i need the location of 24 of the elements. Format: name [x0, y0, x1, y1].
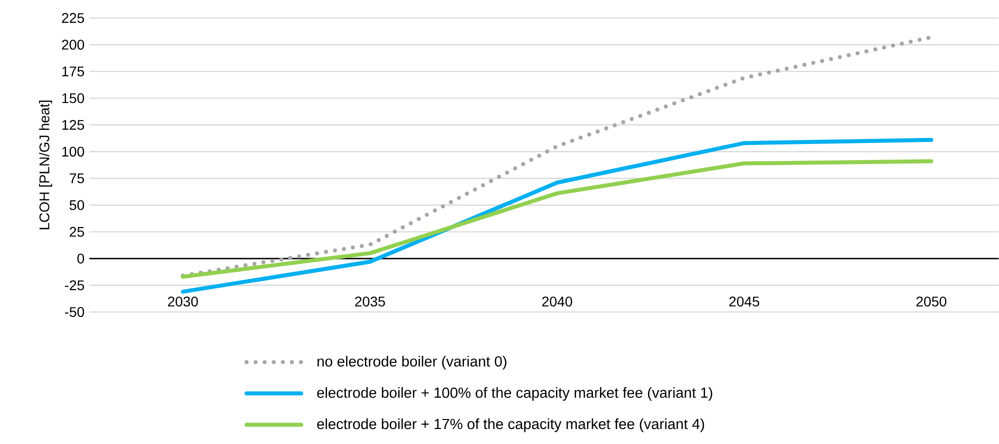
x-tick-label: 2045 [729, 296, 760, 307]
y-tick-label: 0 [77, 254, 84, 264]
y-tick-label: 150 [62, 93, 84, 104]
y-tick-label: 125 [62, 120, 84, 130]
line-series [180, 35, 934, 278]
y-tick-label: 175 [62, 66, 84, 76]
x-tick-label: 2035 [355, 296, 385, 307]
y-axis-title: LCOH [PLN/GJ heat] [39, 100, 52, 230]
line-series [180, 159, 934, 279]
x-tick-label: 2030 [168, 296, 198, 307]
y-tick-label: -50 [65, 307, 84, 317]
legend-label: electrode boiler + 17% of the capacity market fee (variant 4) [317, 418, 704, 432]
legend-label: no electrode boiler (variant 0) [318, 356, 506, 370]
y-tick-label: 75 [70, 173, 84, 184]
y-tick-label: -25 [65, 280, 84, 290]
x-tick-label: 2040 [542, 296, 572, 307]
x-tick-label: 2050 [916, 296, 946, 307]
line-series [180, 138, 934, 294]
legend-label: electrode boiler + 100% of the capacity market fee (variant 1) [317, 387, 712, 401]
y-tick-label: 25 [70, 226, 84, 237]
y-tick-label: 200 [62, 40, 84, 50]
y-tick-label: 50 [70, 200, 84, 210]
y-tick-label: 225 [62, 13, 84, 23]
y-tick-label: 100 [62, 146, 84, 157]
